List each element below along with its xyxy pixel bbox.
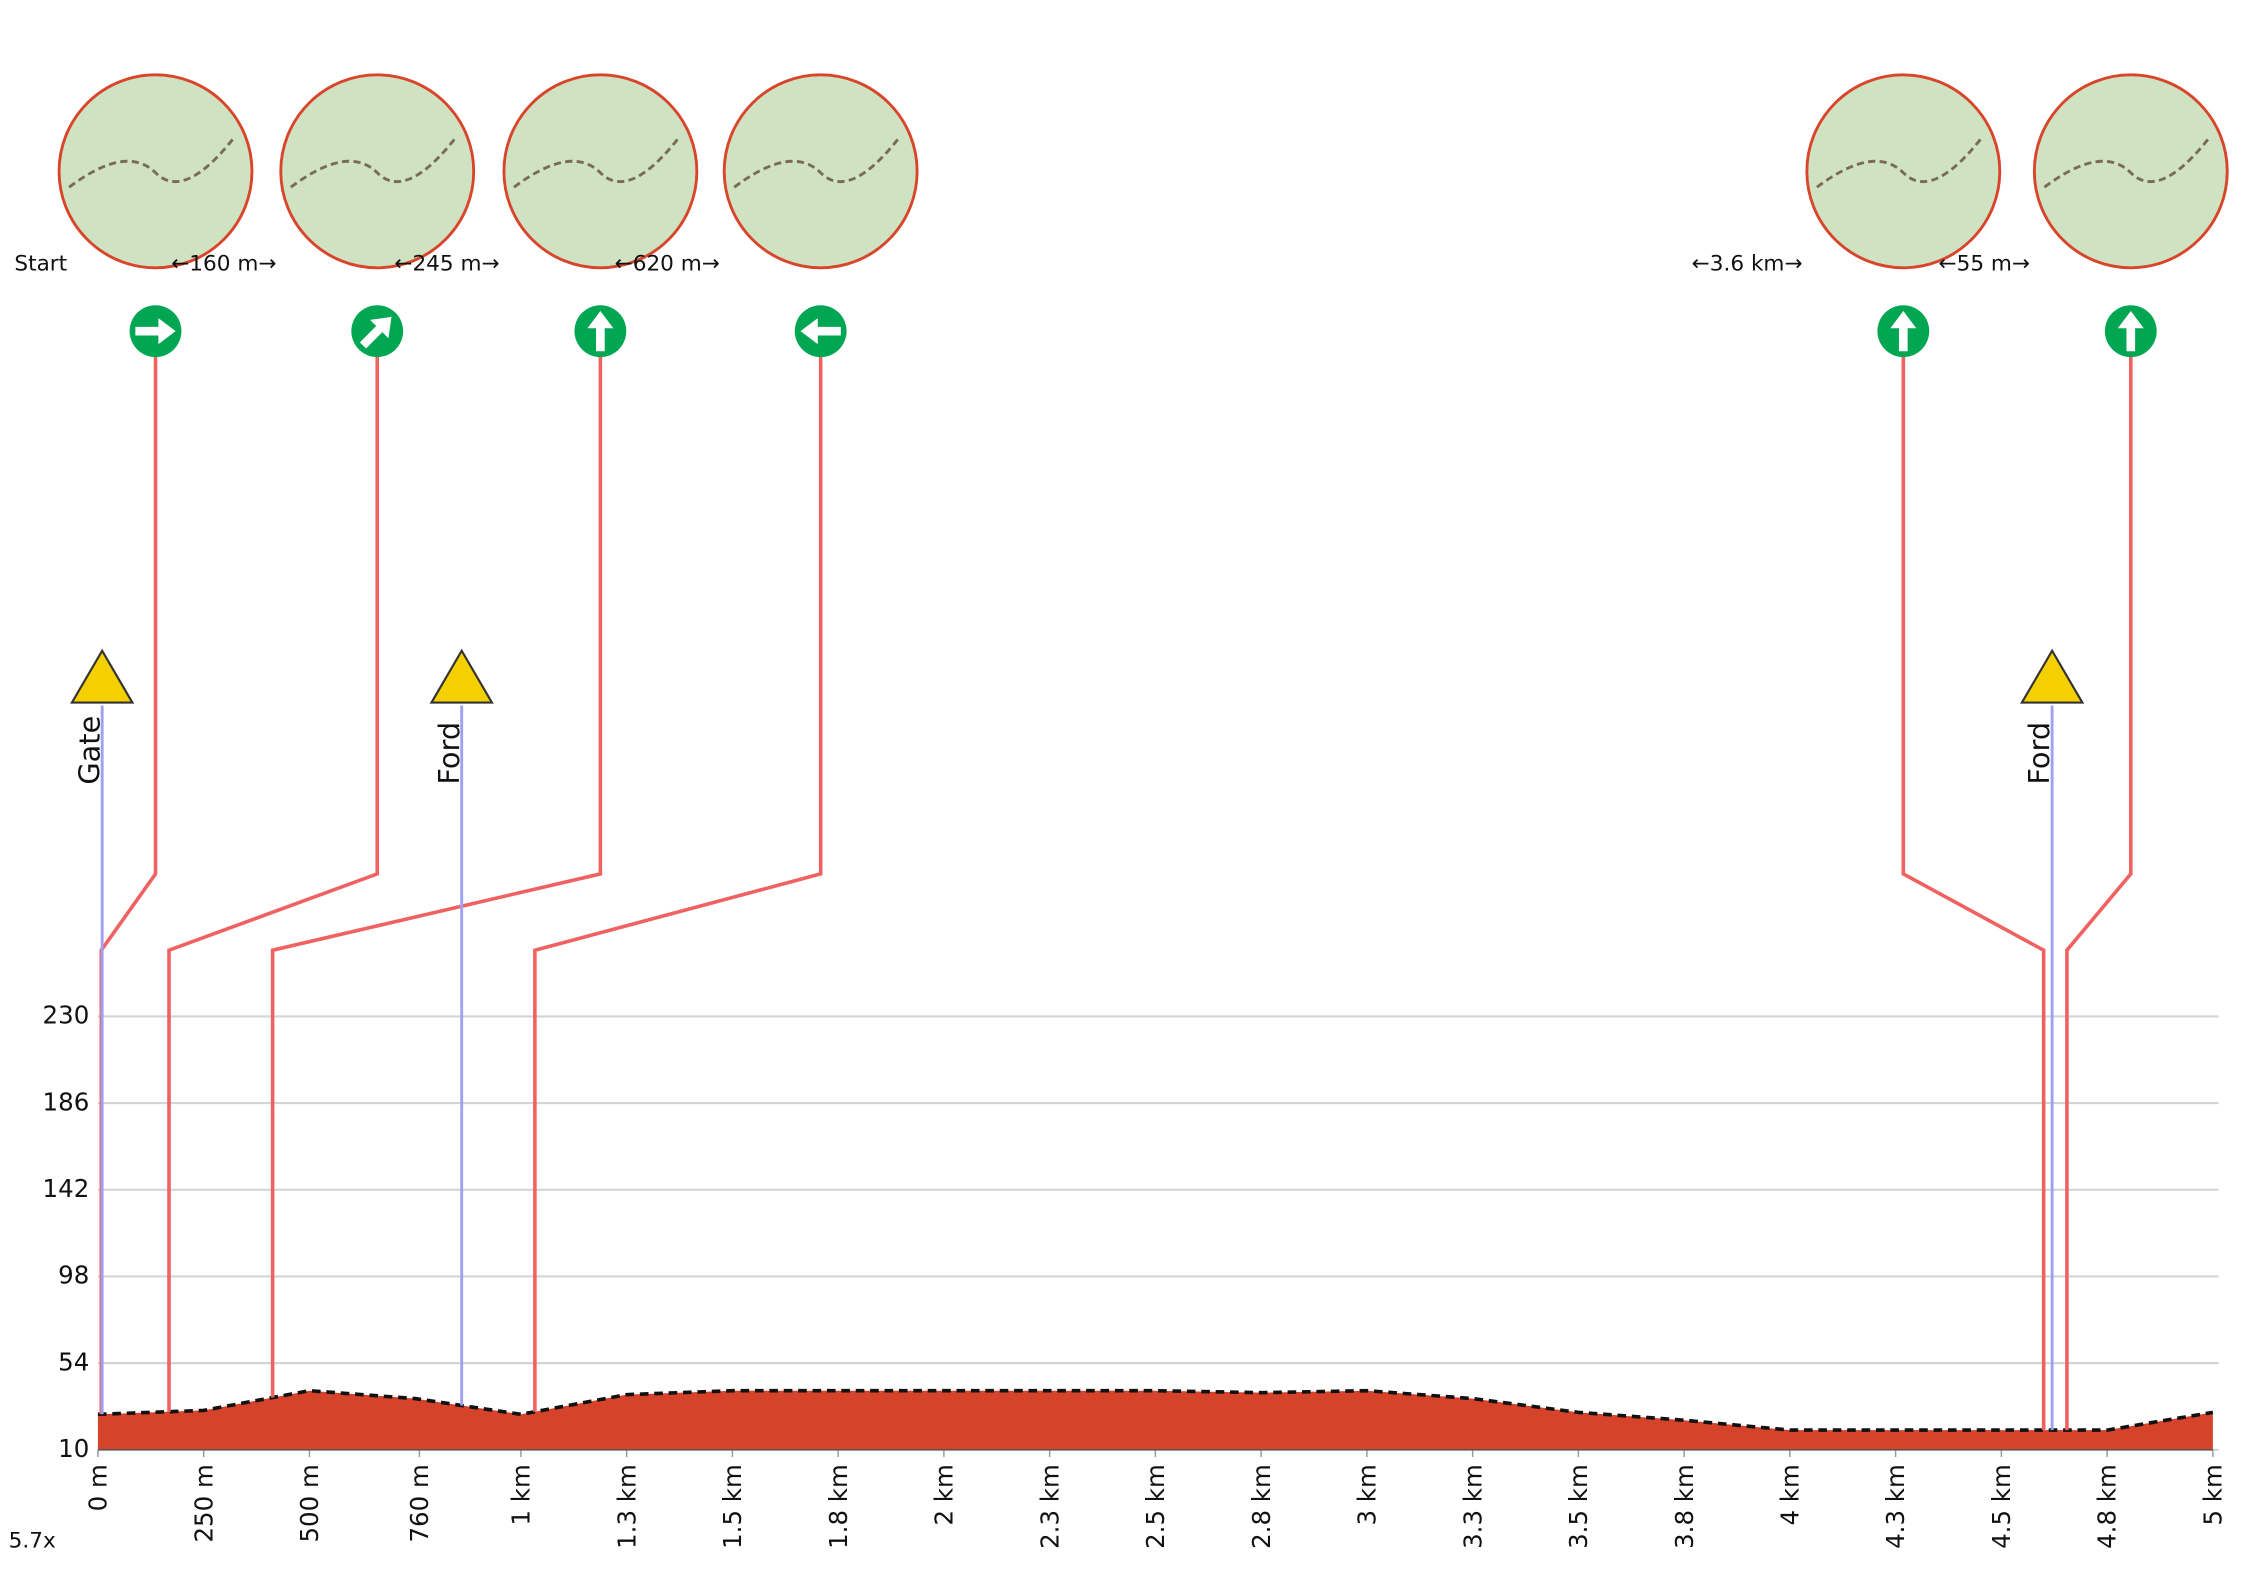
x-tick-label: 250 m: [189, 1464, 218, 1542]
turn-leader: [535, 357, 821, 1412]
x-tick-label: 1.5 km: [718, 1464, 747, 1549]
turn-leader: [1903, 357, 2043, 1430]
x-tick-label: 4.8 km: [2093, 1464, 2122, 1549]
y-tick-label: 54: [58, 1347, 89, 1376]
hazard-label: Gate: [72, 716, 106, 785]
hazard-sign: [72, 651, 132, 703]
turn-leader: [273, 357, 601, 1398]
y-tick-label: 98: [58, 1261, 89, 1290]
x-tick-label: 3.5 km: [1564, 1464, 1593, 1549]
x-tick-label: 500 m: [295, 1464, 324, 1542]
x-tick-label: 3 km: [1353, 1464, 1382, 1525]
x-tick-label: 1 km: [507, 1464, 536, 1525]
x-tick-label: 4 km: [1776, 1464, 1805, 1525]
hazard-sign: [431, 651, 491, 703]
zoom-label: 5.7x: [9, 1529, 56, 1554]
x-tick-label: 4.3 km: [1881, 1464, 1910, 1549]
hazard-label: Ford: [432, 722, 466, 785]
hazard-sign: [2022, 651, 2082, 703]
x-tick-label: 760 m: [405, 1464, 434, 1542]
chart: 5.7x 10 54 98 142 186 230 0 m 250 m 500 m 760 m 1 …: [0, 0, 2246, 1588]
x-tick-label: 2.5 km: [1141, 1464, 1170, 1549]
turn-distance: ←55 m→: [1939, 252, 2031, 277]
x-tick-label: 3.3 km: [1458, 1464, 1487, 1549]
turn-leader: [2067, 357, 2131, 1430]
turn-distance: Start: [14, 252, 67, 277]
y-tick-label: 230: [43, 1001, 90, 1030]
x-tick-label: 1.3 km: [612, 1464, 641, 1549]
turn-distance: ←620 m→: [615, 252, 720, 277]
turn-distance: ←160 m→: [171, 252, 276, 277]
x-tick-label: 2.3 km: [1035, 1464, 1064, 1549]
turn-leader: [101, 357, 155, 1414]
x-tick-label: 3.8 km: [1670, 1464, 1699, 1549]
turn-distance: ←3.6 km→: [1692, 252, 1803, 277]
x-tick-label: 2 km: [930, 1464, 959, 1525]
x-tick-label: 0 m: [84, 1464, 113, 1511]
y-tick-label: 10: [58, 1434, 89, 1463]
x-tick-label: 1.8 km: [824, 1464, 853, 1549]
x-tick-label: 4.5 km: [1987, 1464, 2016, 1549]
hazard-label: Ford: [2022, 722, 2056, 785]
x-tick-label: 2.8 km: [1247, 1464, 1276, 1549]
y-tick-label: 142: [43, 1174, 90, 1203]
y-tick-label: 186: [43, 1087, 90, 1116]
turn-distance: ←245 m→: [394, 252, 499, 277]
x-tick-label: 5 km: [2198, 1464, 2227, 1525]
